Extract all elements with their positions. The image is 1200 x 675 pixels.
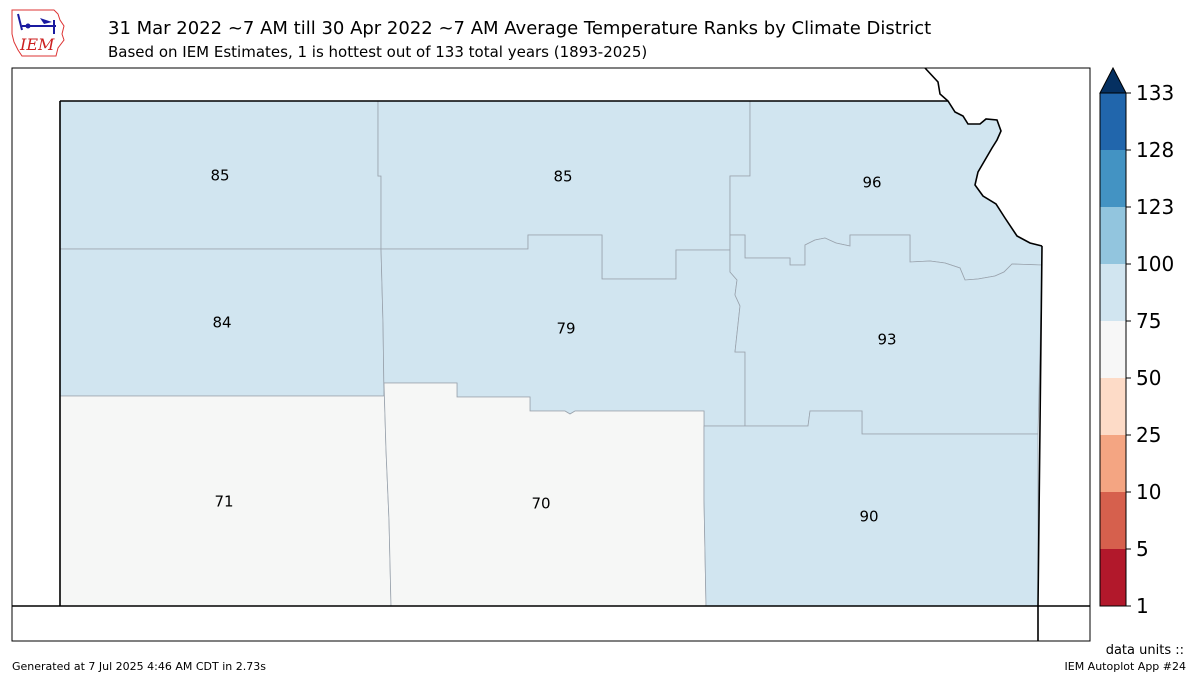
logo-text: IEM [19, 35, 55, 54]
colorbar-tick-label: 123 [1136, 195, 1175, 219]
district-label: 71 [214, 493, 233, 511]
units-label: data units :: [1105, 643, 1184, 658]
colorbar-tick-label: 100 [1136, 252, 1175, 276]
colorbar-segment [1100, 207, 1126, 264]
colorbar-segment [1100, 150, 1126, 207]
colorbar-segment [1100, 435, 1126, 492]
district-label: 90 [859, 508, 878, 526]
colorbar-tick-label: 10 [1136, 480, 1162, 504]
district-southeast [703, 410, 1039, 607]
district-label: 93 [877, 331, 896, 349]
district-label: 84 [212, 314, 231, 332]
colorbar-tick-label: 1 [1136, 594, 1149, 618]
colorbar-segment [1100, 93, 1126, 150]
map-subtitle: Based on IEM Estimates, 1 is hottest out… [108, 43, 648, 61]
colorbar-tick-label: 50 [1136, 366, 1162, 390]
colorbar [1099, 66, 1131, 607]
colorbar-tick-label: 133 [1136, 81, 1175, 105]
district-label: 85 [553, 168, 572, 186]
app-identifier: IEM Autoplot App #24 [1064, 660, 1187, 673]
district-east-central [729, 234, 1043, 435]
colorbar-segment [1100, 264, 1126, 321]
district-south-central [383, 382, 707, 607]
district-label: 70 [531, 495, 550, 513]
missouri-river-boundary [924, 67, 1043, 247]
colorbar-segment [1100, 321, 1126, 378]
colorbar-segment [1100, 549, 1126, 606]
colorbar-extend-triangle [1099, 66, 1127, 94]
colorbar-tick-label: 128 [1136, 138, 1175, 162]
colorbar-border [1099, 92, 1127, 607]
iem-logo: IEM [11, 9, 65, 57]
district-label: 96 [862, 174, 881, 192]
district-label: 79 [556, 320, 575, 338]
colorbar-tick-label: 25 [1136, 423, 1162, 447]
colorbar-segment [1100, 492, 1126, 549]
map-title: 31 Mar 2022 ~7 AM till 30 Apr 2022 ~7 AM… [108, 18, 932, 39]
colorbar-tick-label: 75 [1136, 309, 1162, 333]
district-label: 85 [210, 167, 229, 185]
generated-timestamp: Generated at 7 Jul 2025 4:46 AM CDT in 2… [12, 660, 266, 673]
colorbar-segment [1100, 378, 1126, 435]
colorbar-tick-label: 5 [1136, 537, 1149, 561]
